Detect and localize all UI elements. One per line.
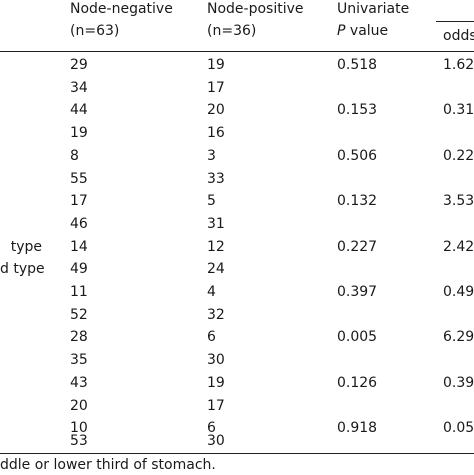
p-value: 0.397	[337, 284, 378, 300]
table-row: 29 19 0.518 1.62	[0, 55, 474, 78]
odds-spanner-rule	[436, 21, 474, 22]
p-value: 0.153	[337, 102, 378, 119]
table-row: 44 20 0.153 0.31	[0, 100, 474, 123]
header-node-negative: Node-negative	[70, 0, 173, 20]
header-univariate-title: Univariate	[337, 1, 410, 17]
node-positive-value: 17	[207, 79, 225, 96]
node-negative-value: 14	[70, 238, 88, 255]
header-p-value-word: value	[345, 23, 389, 39]
header-odds: odds	[443, 25, 474, 47]
header-node-positive-title: Node-positive	[207, 1, 304, 17]
table-row: 28 6 0.005 6.29	[0, 327, 474, 350]
header-p-value: P value	[337, 20, 388, 42]
header-node-positive-count: (n=36)	[207, 23, 257, 39]
table-row: 52 32	[0, 305, 474, 328]
node-negative-value: 10	[70, 420, 88, 437]
p-value: 0.227	[337, 238, 378, 255]
node-negative-value: 49	[70, 261, 88, 278]
table-row: 43 19 0.126 0.39	[0, 373, 474, 396]
table-row: 20 17	[0, 396, 474, 419]
odds-ratio: 2.42	[443, 238, 474, 255]
table-row: 35 30	[0, 350, 474, 373]
p-value: 0.506	[337, 147, 378, 164]
header-node-negative-count: (n=63)	[70, 23, 120, 39]
node-negative-value: 11	[70, 284, 88, 300]
node-negative-value: 20	[70, 397, 88, 414]
odds-ratio: 6.29	[443, 329, 474, 346]
p-value: 0.132	[337, 193, 378, 210]
odds-ratio: 0.39	[443, 374, 474, 391]
node-negative-value: 8	[70, 147, 79, 164]
node-positive-value: 33	[207, 170, 225, 187]
node-negative-value: 55	[70, 170, 88, 187]
table-row: d type 49 24	[0, 259, 474, 282]
odds-ratio: 0.05	[443, 420, 474, 437]
node-negative-value: 53	[70, 432, 88, 449]
node-positive-value: 20	[207, 102, 225, 119]
node-negative-value: 43	[70, 374, 88, 391]
p-value: 0.126	[337, 374, 378, 391]
node-negative-value: 28	[70, 329, 88, 346]
node-positive-value: 3	[207, 147, 216, 164]
node-negative-value: 44	[70, 102, 88, 119]
odds-ratio: 0.22	[443, 147, 474, 164]
table-row: 55 33	[0, 169, 474, 192]
node-positive-value: 30	[207, 352, 225, 369]
header-node-positive: Node-positive	[207, 0, 304, 20]
node-positive-value: 5	[207, 193, 216, 210]
node-negative-value: 17	[70, 193, 88, 210]
table-row: 53 30	[0, 431, 474, 454]
node-positive-value: 32	[207, 306, 225, 323]
header-p-letter: P	[337, 23, 346, 39]
node-positive-value: 4	[207, 284, 216, 300]
table-row: type 14 12 0.227 2.42	[0, 237, 474, 260]
table-row: 11 4 0.397 0.49	[0, 282, 474, 305]
odds-ratio: 1.62	[443, 57, 474, 73]
header-node-negative-title: Node-negative	[70, 1, 173, 17]
node-negative-value: 19	[70, 125, 88, 142]
row-label: type	[10, 238, 42, 255]
header-odds-title: odds	[443, 28, 474, 44]
node-negative-value: 29	[70, 57, 88, 73]
header-node-positive-n: (n=36)	[207, 20, 256, 42]
node-negative-value: 46	[70, 215, 88, 232]
table-row: 46 31	[0, 214, 474, 237]
table-footnote: ddle or lower third of stomach.	[0, 457, 216, 473]
odds-ratio: 0.49	[443, 284, 474, 300]
node-positive-value: 17	[207, 397, 225, 414]
node-positive-value: 31	[207, 215, 225, 232]
p-value: 0.918	[337, 420, 378, 437]
node-positive-value: 19	[207, 374, 225, 391]
node-negative-value: 34	[70, 79, 88, 96]
table-bottom-rule	[0, 453, 474, 454]
node-positive-value: 24	[207, 261, 225, 278]
table-row: 34 17	[0, 78, 474, 101]
p-value: 0.518	[337, 57, 378, 73]
table-row: 19 16	[0, 123, 474, 146]
header-node-negative-n: (n=63)	[70, 20, 119, 42]
header-univariate: Univariate	[337, 0, 409, 20]
node-positive-value: 12	[207, 238, 225, 255]
odds-ratio: 3.53	[443, 193, 474, 210]
table-row: 8 3 0.506 0.22	[0, 146, 474, 169]
odds-ratio: 0.31	[443, 102, 474, 119]
row-label: d type	[0, 261, 45, 278]
node-positive-value: 30	[207, 432, 225, 449]
node-positive-value: 6	[207, 420, 216, 437]
node-positive-value: 6	[207, 329, 216, 346]
table-row: 10 6 0.918 0.05	[0, 418, 474, 441]
node-negative-value: 35	[70, 352, 88, 369]
node-negative-value: 52	[70, 306, 88, 323]
p-value: 0.005	[337, 329, 378, 346]
node-positive-value: 19	[207, 57, 225, 73]
header-bottom-rule	[0, 51, 474, 52]
node-positive-value: 16	[207, 125, 225, 142]
table-row: 17 5 0.132 3.53	[0, 191, 474, 214]
